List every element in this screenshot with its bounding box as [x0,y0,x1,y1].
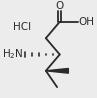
Text: H$_2$N: H$_2$N [2,48,23,61]
Text: HCl: HCl [13,22,31,32]
Text: OH: OH [79,17,95,27]
Polygon shape [46,68,68,73]
Text: O: O [56,0,64,10]
